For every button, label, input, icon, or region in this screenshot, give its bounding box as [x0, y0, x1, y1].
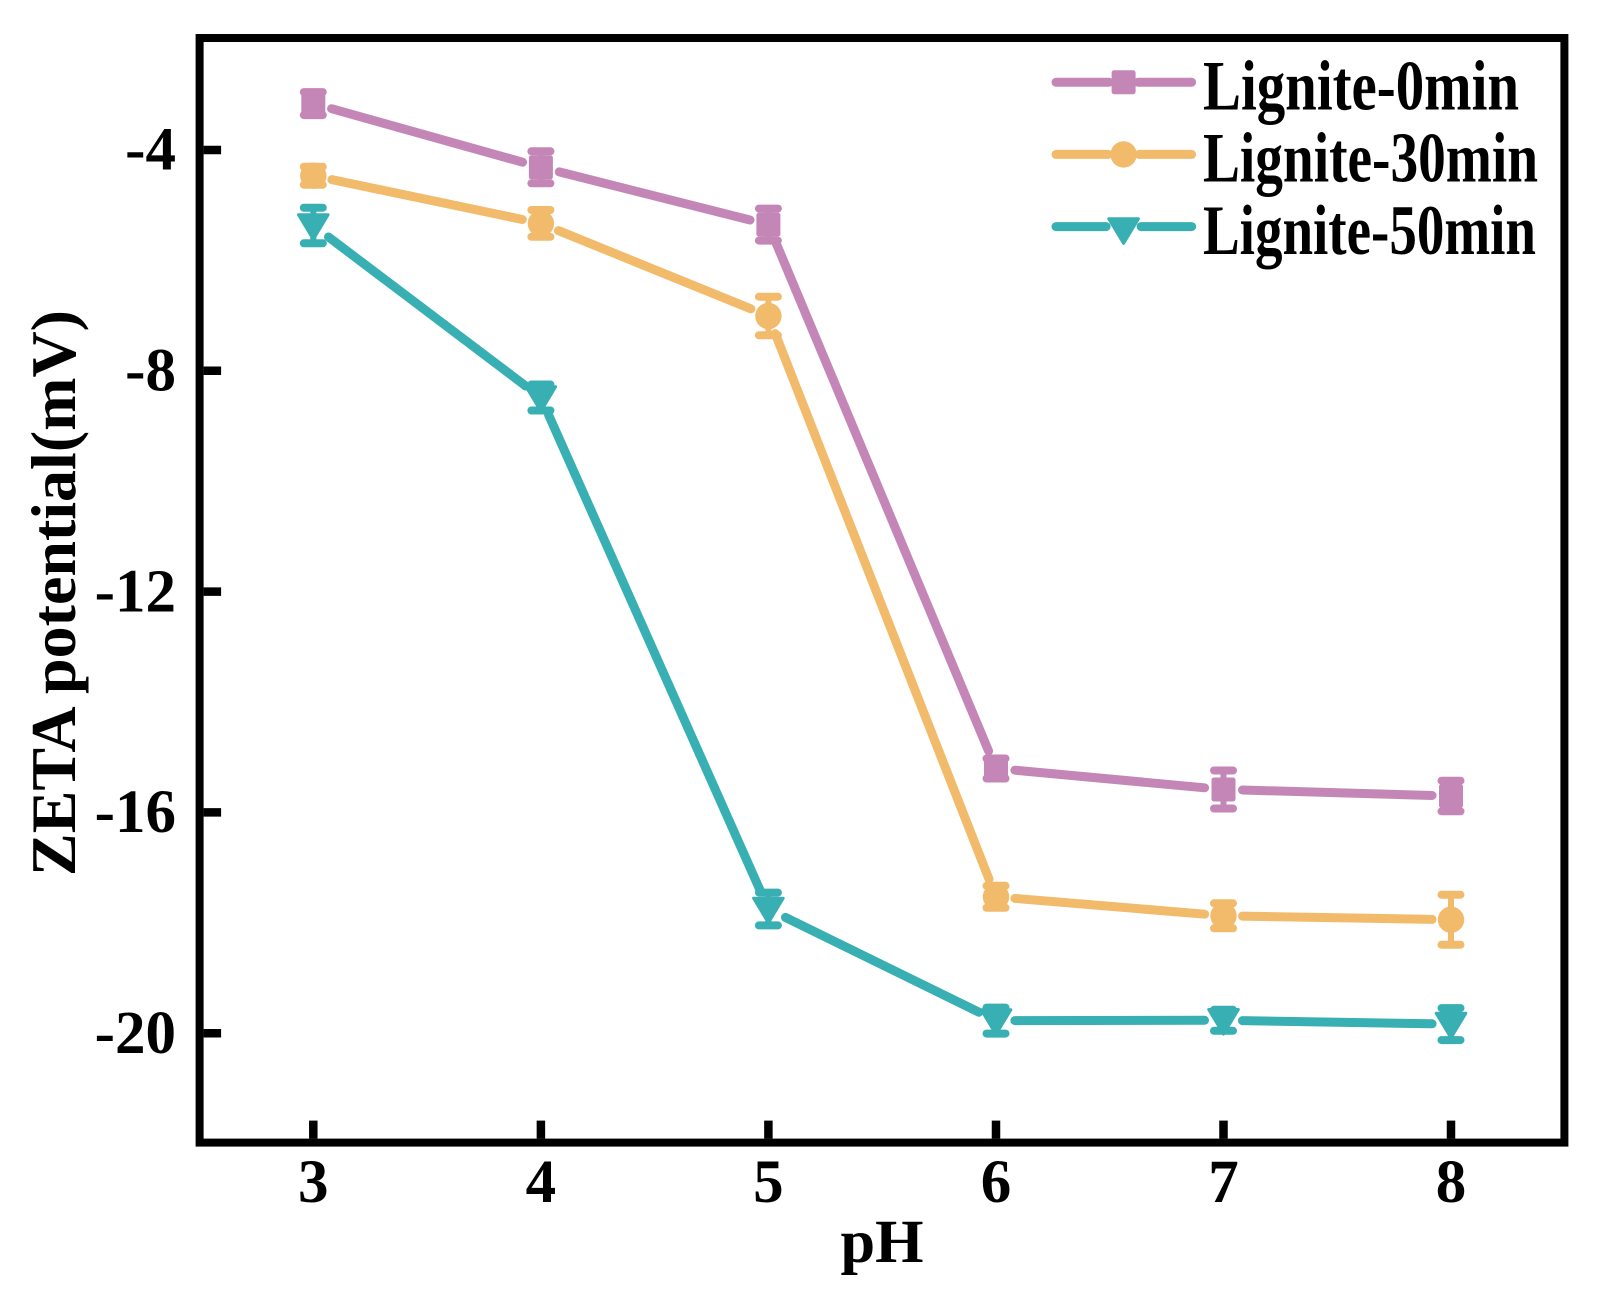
svg-text:-12: -12 — [95, 558, 176, 625]
svg-text:3: 3 — [298, 1149, 329, 1216]
svg-text:-20: -20 — [95, 1000, 176, 1067]
svg-text:Lignite-30min: Lignite-30min — [1203, 120, 1538, 198]
svg-text:4: 4 — [526, 1149, 557, 1216]
svg-text:-16: -16 — [95, 779, 176, 846]
svg-text:Lignite-0min: Lignite-0min — [1203, 47, 1519, 125]
svg-text:-4: -4 — [125, 117, 176, 184]
svg-text:-8: -8 — [125, 338, 176, 405]
svg-text:7: 7 — [1208, 1149, 1239, 1216]
svg-text:pH: pH — [841, 1209, 924, 1276]
svg-text:8: 8 — [1436, 1149, 1467, 1216]
svg-text:ZETA potential(mV): ZETA potential(mV) — [18, 310, 89, 876]
svg-text:5: 5 — [753, 1149, 784, 1216]
svg-text:Lignite-50min: Lignite-50min — [1203, 192, 1536, 270]
svg-text:6: 6 — [981, 1149, 1012, 1216]
